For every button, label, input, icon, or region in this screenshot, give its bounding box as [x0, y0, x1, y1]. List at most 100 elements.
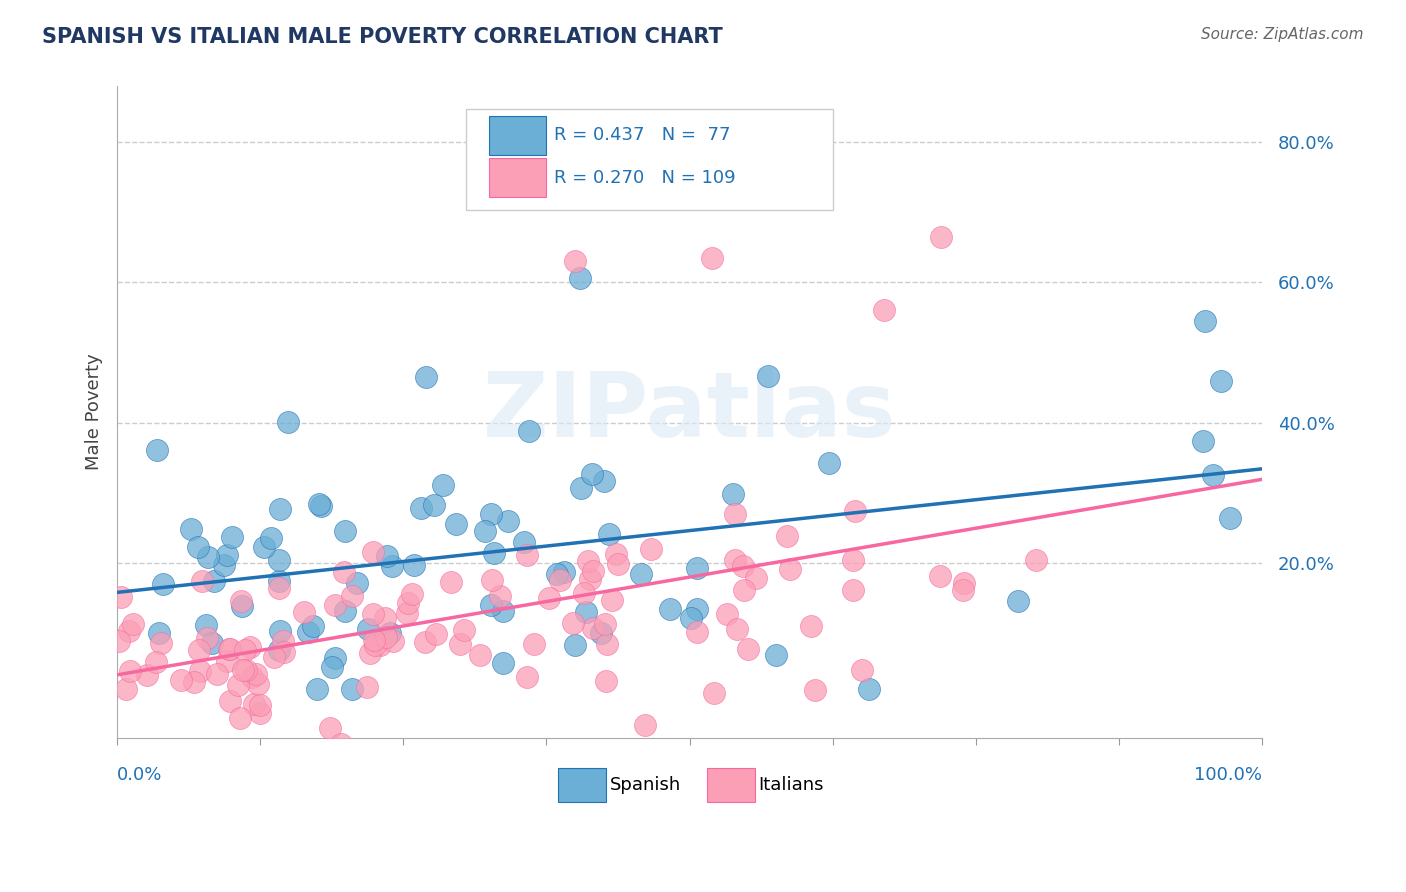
Point [169, 673, 191, 688]
Point [187, 540, 209, 554]
Point [562, 616, 585, 631]
Point [851, 663, 873, 677]
Point [346, 576, 368, 591]
Point [148, 625, 170, 640]
Point [686, 602, 709, 616]
Text: R = 0.270   N = 109: R = 0.270 N = 109 [554, 169, 737, 186]
Point [321, 659, 343, 673]
Point [517, 424, 540, 438]
Point [277, 415, 299, 429]
Point [474, 524, 496, 538]
Point [516, 670, 538, 684]
Point [375, 549, 398, 564]
Point [150, 635, 173, 649]
Point [952, 583, 974, 598]
Point [226, 678, 249, 692]
Point [725, 622, 748, 636]
Point [398, 596, 420, 610]
Point [873, 303, 896, 318]
Point [292, 605, 315, 619]
Point [731, 558, 754, 573]
Point [546, 567, 568, 582]
Point [202, 574, 225, 588]
Point [260, 531, 283, 545]
Point [361, 545, 384, 559]
Point [721, 487, 744, 501]
Point [152, 577, 174, 591]
Point [756, 369, 779, 384]
Point [135, 668, 157, 682]
Point [357, 623, 380, 637]
Text: Source: ZipAtlas.com: Source: ZipAtlas.com [1201, 27, 1364, 42]
Point [523, 637, 546, 651]
Point [332, 565, 354, 579]
Point [952, 575, 974, 590]
Point [564, 254, 586, 268]
Point [842, 552, 865, 566]
Point [931, 230, 953, 244]
Point [702, 251, 724, 265]
Point [118, 664, 141, 678]
Point [363, 633, 385, 648]
Point [247, 677, 270, 691]
Point [267, 582, 290, 596]
Point [582, 621, 605, 635]
Point [724, 507, 747, 521]
Point [249, 706, 271, 721]
Point [844, 503, 866, 517]
Y-axis label: Male Poverty: Male Poverty [86, 353, 103, 470]
Point [190, 664, 212, 678]
Point [800, 619, 823, 633]
Point [634, 718, 657, 732]
Point [575, 605, 598, 619]
Point [593, 617, 616, 632]
Point [121, 616, 143, 631]
Point [686, 625, 709, 640]
Point [553, 565, 575, 579]
Point [600, 593, 623, 607]
Point [215, 654, 238, 668]
Point [724, 552, 747, 566]
Point [596, 638, 619, 652]
Text: 100.0%: 100.0% [1194, 766, 1263, 784]
Point [267, 643, 290, 657]
Point [269, 574, 291, 588]
Point [269, 624, 291, 638]
Point [630, 566, 652, 581]
Point [245, 666, 267, 681]
Point [110, 590, 132, 604]
Point [425, 627, 447, 641]
Point [219, 642, 242, 657]
Point [1007, 593, 1029, 607]
Point [581, 467, 603, 482]
Point [219, 694, 242, 708]
Point [215, 548, 238, 562]
Point [591, 625, 613, 640]
FancyBboxPatch shape [489, 116, 547, 154]
Point [858, 681, 880, 696]
Point [197, 550, 219, 565]
Point [1219, 511, 1241, 525]
Point [239, 640, 262, 654]
Point [779, 562, 801, 576]
Point [249, 698, 271, 712]
Point [468, 648, 491, 663]
Point [765, 648, 787, 662]
Point [340, 681, 363, 696]
Point [359, 646, 381, 660]
Point [1209, 374, 1232, 388]
Point [482, 546, 505, 560]
Point [190, 574, 212, 589]
Point [413, 635, 436, 649]
Point [252, 540, 274, 554]
Text: 0.0%: 0.0% [117, 766, 163, 784]
Point [146, 442, 169, 457]
Point [183, 674, 205, 689]
Point [733, 583, 755, 598]
Point [297, 625, 319, 640]
Point [564, 638, 586, 652]
Point [640, 542, 662, 557]
Point [449, 637, 471, 651]
Point [117, 624, 139, 638]
Point [481, 574, 503, 588]
